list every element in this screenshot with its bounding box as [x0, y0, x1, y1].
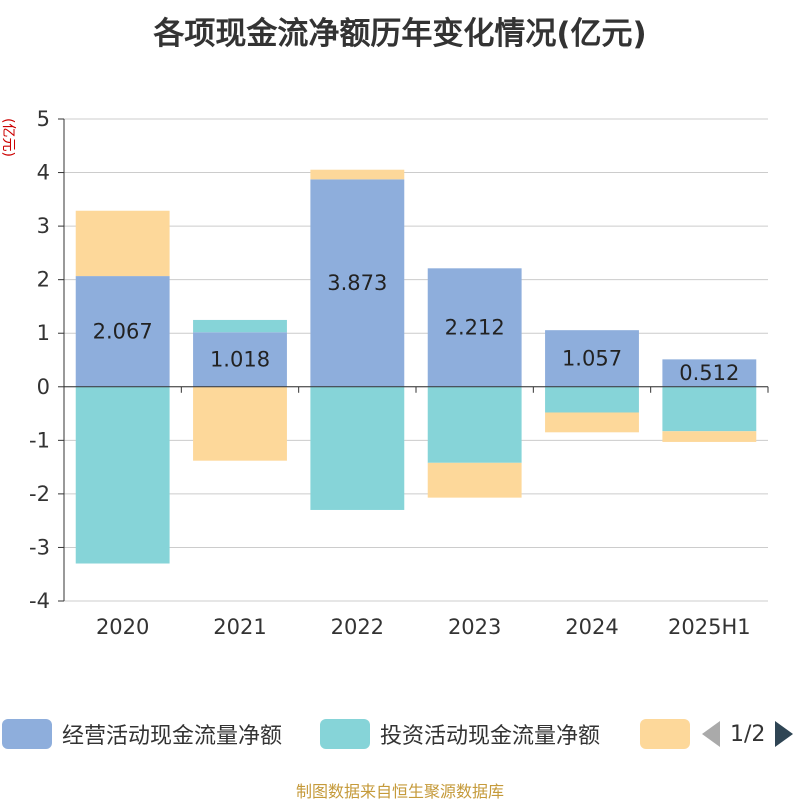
- bar-series-0-2025H1: [662, 359, 757, 387]
- bar-series-2-2022: [310, 169, 405, 180]
- chart-title: 各项现金流净额历年变化情况(亿元): [153, 16, 647, 52]
- data-labels: 2.067 1.018 3.873 2.212 1.057 0.512: [93, 271, 740, 385]
- y-tick-label: -2: [29, 482, 50, 506]
- bar-series-0-2021: [193, 332, 287, 387]
- legend-page-indicator: 1/2: [730, 721, 766, 747]
- next-page-icon[interactable]: [775, 721, 794, 747]
- bars: [75, 169, 757, 564]
- bar-series-1-2025H1: [662, 386, 757, 432]
- axes: 5 4 3 2 1 0 -1 -2 -3 -4 2020 2021 2022 2023 2024 2025H1: [29, 107, 769, 639]
- x-tick-label: 2021: [213, 615, 266, 639]
- x-tick-label: 2023: [448, 615, 501, 639]
- data-label: 1.018: [210, 348, 270, 372]
- legend-item-operating[interactable]: 经营活动现金流量净额: [2, 716, 282, 752]
- bar-series-1-2022: [310, 386, 405, 510]
- legend-swatch-third: [640, 719, 690, 749]
- bar-series-2-2021: [193, 386, 287, 461]
- legend-label-operating: 经营活动现金流量净额: [62, 724, 283, 749]
- y-tick-label: 2: [37, 268, 50, 292]
- data-label: 3.873: [327, 271, 387, 295]
- bar-series-2-2020: [75, 210, 170, 277]
- x-tick-label: 2020: [96, 615, 149, 639]
- x-tick-label: 2025H1: [668, 615, 751, 639]
- bar-series-2-2025H1: [662, 431, 757, 442]
- bar-series-1-2024: [545, 386, 639, 413]
- prev-page-icon[interactable]: [702, 721, 720, 747]
- data-label: 2.067: [93, 319, 153, 343]
- y-axis-unit-label: (亿元): [0, 118, 16, 157]
- bar-series-1-2023: [427, 386, 522, 463]
- bar-series-2-2023: [427, 462, 522, 498]
- y-tick-label: 1: [37, 321, 50, 345]
- bar-series-0-2022: [310, 179, 405, 387]
- y-tick-label: 5: [37, 107, 50, 131]
- y-tick-label: -1: [29, 428, 50, 452]
- legend-swatch-investing: [320, 719, 370, 749]
- data-label: 2.212: [445, 316, 505, 340]
- y-tick-label: -3: [29, 535, 50, 559]
- data-label: 0.512: [679, 361, 739, 385]
- legend-label-investing: 投资活动现金流量净额: [380, 724, 601, 749]
- y-tick-label: 0: [37, 375, 50, 399]
- bar-series-1-2021: [193, 319, 287, 333]
- y-tick-label: 4: [37, 161, 50, 185]
- y-tick-label: 3: [37, 214, 50, 238]
- data-label: 1.057: [562, 346, 622, 370]
- bar-series-2-2024: [545, 412, 639, 433]
- legend-item-third[interactable]: [640, 716, 700, 752]
- legend: 经营活动现金流量净额 投资活动现金流量净额: [0, 716, 800, 756]
- bar-series-0-2023: [427, 268, 522, 387]
- bar-series-0-2020: [75, 276, 170, 387]
- legend-item-investing[interactable]: 投资活动现金流量净额: [320, 716, 600, 752]
- legend-pager: 1/2: [702, 716, 794, 752]
- chart-plot: 5 4 3 2 1 0 -1 -2 -3 -4 2020 2021 2022 2023 2024 2025H1…: [0, 107, 769, 639]
- x-tick-label: 2024: [565, 615, 618, 639]
- bar-series-0-2024: [545, 330, 639, 387]
- legend-swatch-operating: [2, 719, 52, 749]
- y-tick-label: -4: [29, 589, 50, 613]
- bar-series-1-2020: [75, 386, 170, 564]
- x-tick-label: 2022: [331, 615, 384, 639]
- source-note: 制图数据来自恒生聚源数据库: [295, 782, 504, 801]
